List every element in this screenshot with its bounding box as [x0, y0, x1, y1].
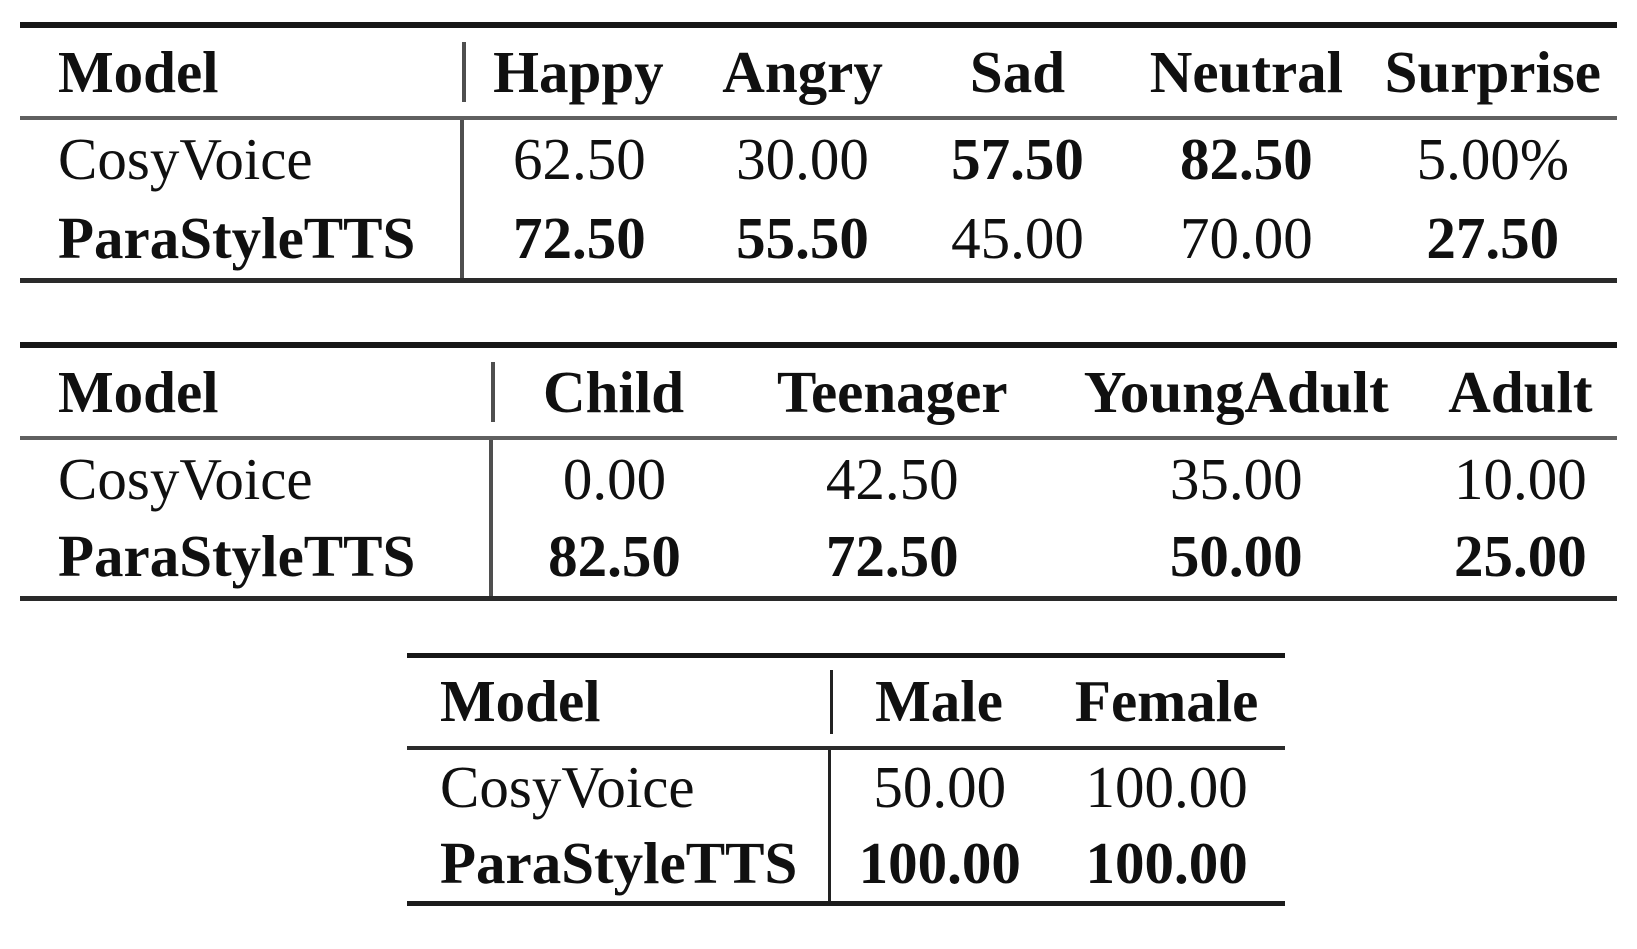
- header-row: Model Child Teenager YoungAdult Adult: [20, 345, 1617, 440]
- value-cell: 42.50: [825, 445, 959, 512]
- value-cell: 72.50: [825, 523, 959, 590]
- model-name-cell: CosyVoice: [58, 445, 313, 512]
- header-row: Model Male Female: [407, 655, 1285, 750]
- column-header-adult: Adult: [1423, 345, 1617, 440]
- model-name-cell: ParaStyleTTS: [58, 523, 416, 590]
- value-cell: 50.00: [1169, 523, 1303, 590]
- table-row: ParaStyleTTS 72.50 55.50 45.00 70.00 27.50: [20, 199, 1617, 280]
- emotion-results-table-section: Model Happy Angry Sad Neutral Surprise CosyVoi…: [20, 22, 1617, 283]
- value-cell: 100.00: [828, 825, 1049, 904]
- value-cell: 35.00: [1169, 445, 1303, 512]
- value-cell: 10.00: [1454, 445, 1587, 512]
- column-header-model: Model: [20, 345, 492, 440]
- value-cell: 27.50: [1426, 204, 1560, 271]
- column-header-male: Male: [829, 655, 1049, 750]
- table-age: Model Child Teenager YoungAdult Adult CosyVoi…: [20, 342, 1617, 601]
- table-row: CosyVoice 0.00 42.50 35.00 10.00: [20, 438, 1617, 518]
- column-header-model: Model: [20, 25, 463, 120]
- value-cell: 0.00: [489, 438, 736, 518]
- value-cell: 100.00: [1085, 829, 1248, 896]
- value-cell: 55.50: [736, 204, 869, 271]
- value-cell: 30.00: [736, 126, 869, 192]
- column-header-happy: Happy: [462, 25, 695, 120]
- model-name-cell: CosyVoice: [440, 754, 695, 820]
- column-header-youngadult: YoungAdult: [1048, 345, 1424, 440]
- column-header-model: Model: [407, 655, 830, 750]
- model-name-cell: ParaStyleTTS: [58, 204, 416, 271]
- model-name-cell: ParaStyleTTS: [440, 829, 798, 896]
- value-cell: 100.00: [1085, 754, 1248, 820]
- table-gender: Model Male Female CosyVoice 50.00 100.00 ParaS…: [407, 653, 1285, 906]
- column-header-surprise: Surprise: [1368, 25, 1617, 120]
- gender-results-table-section: Model Male Female CosyVoice 50.00 100.00 ParaS…: [407, 653, 1285, 906]
- model-name-cell: CosyVoice: [58, 126, 313, 192]
- table-emotion: Model Happy Angry Sad Neutral Surprise CosyVoi…: [20, 22, 1617, 283]
- value-cell: 50.00: [828, 747, 1049, 826]
- value-cell: 25.00: [1454, 523, 1587, 590]
- column-header-female: Female: [1048, 655, 1285, 750]
- header-row: Model Happy Angry Sad Neutral Surprise: [20, 25, 1617, 120]
- value-cell: 70.00: [1180, 204, 1313, 271]
- column-header-angry: Angry: [694, 25, 911, 120]
- column-header-child: Child: [491, 345, 736, 440]
- value-cell: 72.50: [460, 199, 695, 280]
- column-header-neutral: Neutral: [1124, 25, 1369, 120]
- value-cell: 45.00: [951, 204, 1084, 271]
- column-header-teenager: Teenager: [735, 345, 1049, 440]
- table-row: CosyVoice 50.00 100.00: [407, 747, 1285, 826]
- age-results-table-section: Model Child Teenager YoungAdult Adult CosyVoi…: [20, 342, 1617, 601]
- table-row: ParaStyleTTS 100.00 100.00: [407, 825, 1285, 904]
- value-cell: 82.50: [489, 518, 736, 598]
- table-row: ParaStyleTTS 82.50 72.50 50.00 25.00: [20, 518, 1617, 598]
- value-cell: 57.50: [951, 126, 1084, 192]
- value-cell: 5.00%: [1416, 126, 1569, 192]
- value-cell: 82.50: [1180, 126, 1313, 192]
- table-row: CosyVoice 62.50 30.00 57.50 82.50 5.00%: [20, 118, 1617, 199]
- value-cell: 62.50: [460, 118, 695, 199]
- column-header-sad: Sad: [910, 25, 1125, 120]
